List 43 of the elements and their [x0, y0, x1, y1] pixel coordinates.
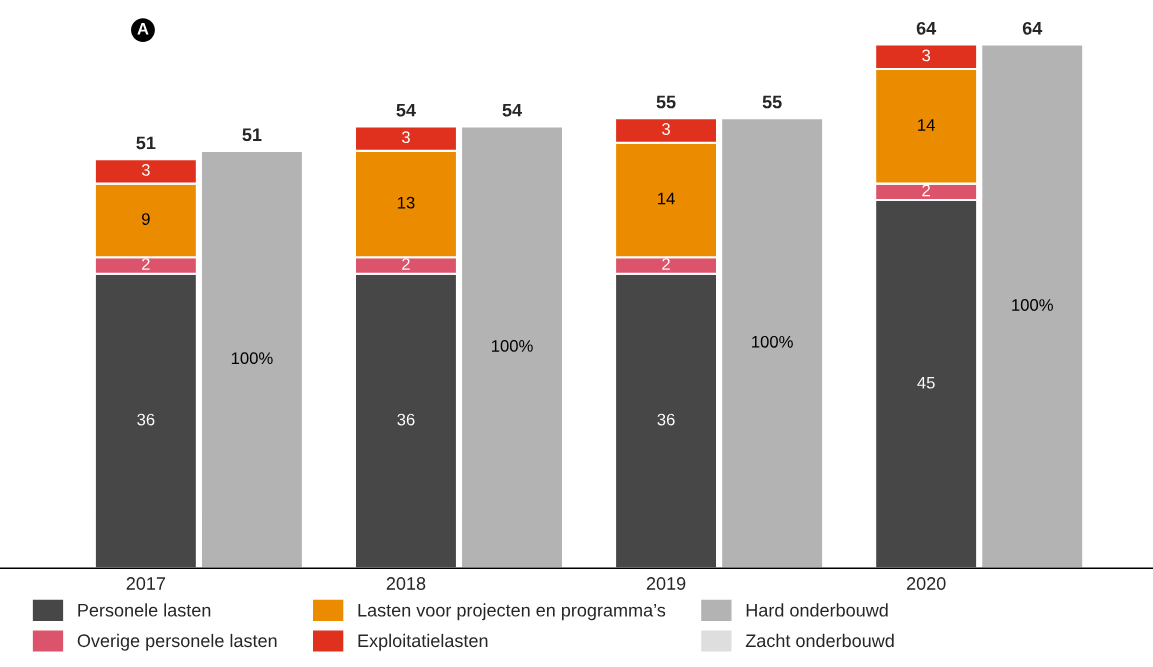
- total-label: 51: [136, 136, 156, 150]
- legend-label: Personele lasten: [78, 603, 211, 617]
- legend-label: Exploitatielasten: [358, 633, 488, 651]
- x-tick-label: 2017: [126, 577, 166, 590]
- bar: [199, 149, 304, 569]
- data-label: 3: [662, 123, 670, 135]
- data-label: 2: [402, 258, 410, 270]
- total-label: 64: [1022, 21, 1043, 35]
- data-label: 36: [657, 413, 675, 426]
- total-label: 55: [762, 95, 782, 109]
- data-label: 2: [922, 184, 930, 197]
- legend-label: Overige personele lasten: [77, 633, 277, 651]
- data-label: 14: [918, 119, 935, 131]
- data-label: 2: [142, 258, 150, 270]
- x-tick-label: 2019: [646, 577, 686, 590]
- total-label: 51: [242, 128, 262, 142]
- legend-label: Hard onderbouwd: [746, 603, 888, 617]
- data-label: 13: [397, 196, 415, 209]
- x-tick-label: 2018: [386, 577, 426, 590]
- data-label: 2: [662, 258, 670, 270]
- data-label: 3: [922, 49, 931, 62]
- annotation: 100%: [1012, 299, 1053, 311]
- annotation: 100%: [492, 339, 533, 352]
- total-label: 54: [396, 103, 416, 117]
- bar: [460, 125, 565, 569]
- text: A: [137, 22, 149, 35]
- total-label: 64: [916, 21, 937, 35]
- data-label: 45: [917, 376, 935, 389]
- data-label: 36: [137, 413, 155, 426]
- annotation: 100%: [231, 352, 273, 365]
- total-label: 55: [656, 95, 676, 109]
- x-tick-label: 2020: [906, 577, 946, 590]
- total-label: 54: [502, 103, 522, 117]
- annotation: 100%: [752, 335, 793, 348]
- data-label: 14: [658, 192, 675, 205]
- bar: [980, 43, 1085, 569]
- data-label: 36: [397, 413, 415, 426]
- legend-label: Zacht onderbouwd: [745, 633, 894, 648]
- data-label: 9: [142, 213, 150, 225]
- bar: [720, 117, 825, 569]
- legend-label: Lasten voor projecten en programma’s: [358, 603, 666, 621]
- data-label: 3: [401, 131, 410, 144]
- data-label: 3: [141, 164, 150, 176]
